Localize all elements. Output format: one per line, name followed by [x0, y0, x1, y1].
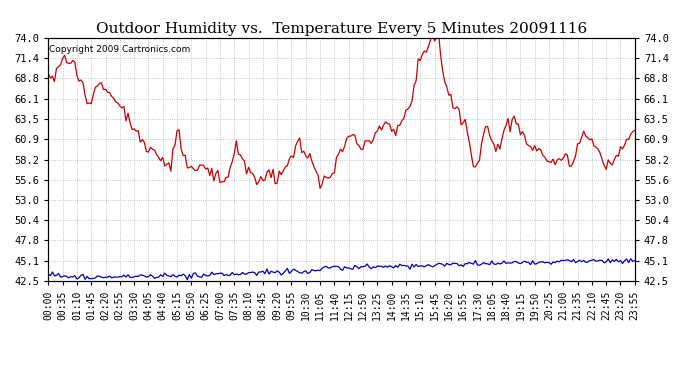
- Text: Copyright 2009 Cartronics.com: Copyright 2009 Cartronics.com: [50, 45, 190, 54]
- Title: Outdoor Humidity vs.  Temperature Every 5 Minutes 20091116: Outdoor Humidity vs. Temperature Every 5…: [96, 22, 587, 36]
